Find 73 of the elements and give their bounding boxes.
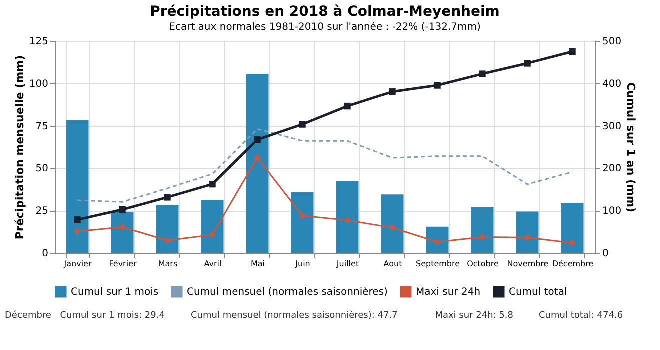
point [344, 102, 351, 110]
point [299, 121, 306, 128]
point [164, 194, 171, 201]
legend-label: Maxi sur 24h [416, 287, 481, 298]
bar [516, 212, 539, 253]
y2-tick-label: 400 [602, 78, 622, 90]
bar [246, 74, 269, 253]
x-tick-label: Juillet [336, 260, 360, 268]
y2-tick-label: 300 [602, 121, 622, 132]
chart-subtitle: Ecart aux normales 1981-2010 sur l'année : -22% (-132.7mm) [169, 22, 481, 33]
text: Cumul total: 474.6 [539, 311, 624, 321]
bar [156, 205, 179, 253]
bar [381, 194, 404, 253]
point [209, 232, 216, 238]
x-tick-label: Février [109, 260, 138, 268]
x-tick-label: Mai [250, 260, 266, 268]
text: Cumul sur 1 mois: 29.4 [60, 311, 166, 321]
point [209, 180, 216, 188]
x-tick-label: Novembre [507, 260, 549, 268]
y-tick-label: 50 [36, 164, 48, 175]
y2-tick-label: 0 [602, 248, 609, 260]
point [299, 212, 306, 220]
point [524, 60, 531, 67]
text: Décembre [5, 310, 52, 321]
chart-title: Précipitations en 2018 à Colmar-Meyenheim [150, 4, 500, 20]
point [524, 234, 531, 242]
x-tick-label: Aout [384, 260, 402, 268]
text: Cumul mensuel (normales saisonnières): 47.7 [191, 310, 398, 321]
y-tick-label: 0 [42, 248, 48, 260]
x-tick-label: Mars [158, 260, 178, 268]
legend-label: Cumul sur 1 mois [71, 287, 159, 298]
point [389, 88, 396, 96]
point [164, 237, 171, 244]
legend-label: Cumul total [509, 287, 568, 298]
x-tick-label: Octobre [467, 260, 499, 268]
y-tick-label: 100 [29, 78, 48, 90]
bar [111, 212, 134, 253]
point [254, 154, 261, 162]
point [479, 234, 486, 241]
y2-axis-title: Cumul sur 1 an (mm) [624, 82, 638, 212]
bar [561, 203, 584, 253]
point [74, 216, 81, 224]
point [344, 217, 351, 224]
point [119, 206, 126, 214]
y-tick-label: 75 [36, 121, 48, 132]
x-tick-label: Avril [204, 260, 222, 268]
x-tick-label: Juin [294, 260, 310, 268]
line-series [76, 128, 574, 203]
x-tick-label: Septembre [416, 260, 460, 268]
bar [336, 181, 359, 253]
point [479, 70, 486, 78]
point [434, 82, 441, 89]
y-tick-label: 25 [36, 206, 48, 218]
bar [471, 207, 494, 253]
point [569, 48, 576, 56]
text: Maxi sur 24h: 5.8 [435, 311, 514, 321]
legend-label: Cumul mensuel (normales saisonnières) [187, 287, 388, 298]
bar [291, 192, 314, 253]
point [74, 228, 81, 235]
point [389, 224, 396, 232]
y-tick-label: 125 [29, 36, 48, 48]
bar [201, 200, 224, 253]
bar [66, 120, 89, 253]
y-axis-title: Précipitation mensuelle (mm) [13, 55, 26, 240]
point [569, 240, 576, 247]
x-tick-label: Décembre [552, 260, 594, 268]
bar [426, 226, 449, 253]
point [119, 224, 126, 231]
point [254, 136, 261, 144]
y2-tick-label: 200 [602, 164, 622, 175]
y2-tick-label: 500 [602, 36, 622, 48]
y2-tick-label: 100 [602, 206, 622, 218]
x-tick-label: Janvier [63, 260, 92, 268]
